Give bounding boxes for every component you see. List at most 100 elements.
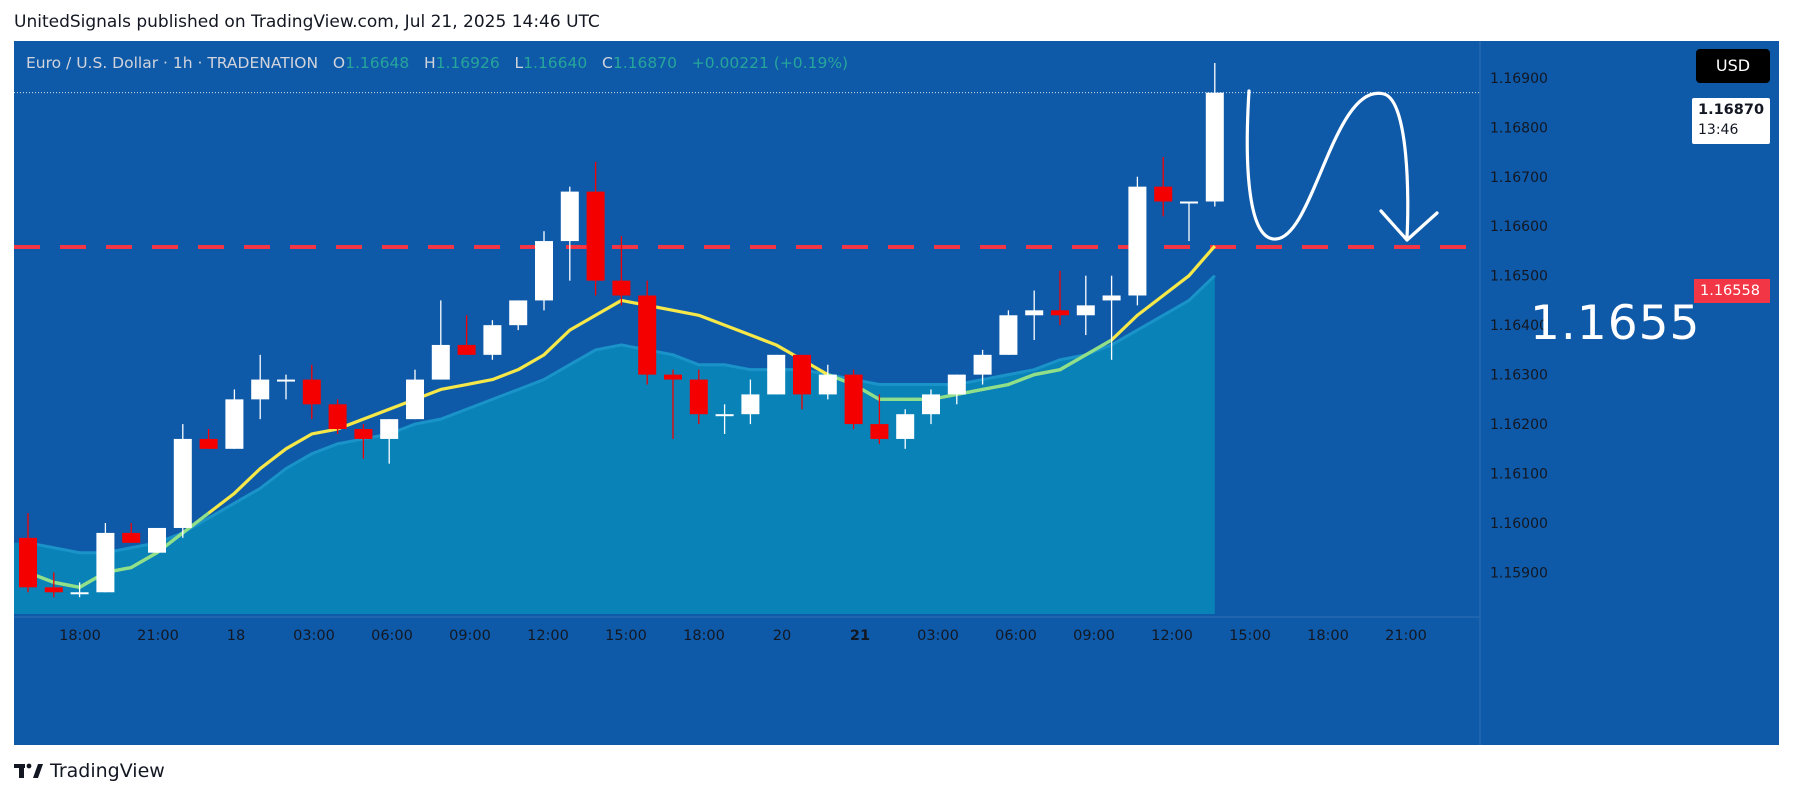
- ema-cross-segment: [181, 511, 210, 535]
- candle-body: [818, 374, 837, 395]
- candle-body: [302, 379, 321, 405]
- time-tick-label: 06:00: [995, 628, 1037, 644]
- candle-body: [689, 379, 708, 415]
- candle-body: [1180, 201, 1198, 204]
- forecast-path: [1245, 89, 1410, 241]
- legend-low-value: 1.16640: [523, 54, 588, 72]
- time-tick-label: 09:00: [1073, 628, 1115, 644]
- time-tick-label: 03:00: [917, 628, 959, 644]
- candle-body: [664, 374, 682, 380]
- candle-body: [173, 438, 192, 528]
- price-tick-label: 1.16300: [1490, 368, 1548, 384]
- candle-body: [560, 191, 579, 242]
- time-tick-label: 21: [850, 628, 870, 644]
- candle-body: [1025, 310, 1044, 316]
- candle-body: [1051, 310, 1069, 316]
- time-tick-label: 15:00: [605, 628, 647, 644]
- candle-body: [896, 414, 915, 439]
- candle-body: [457, 344, 476, 355]
- last-price-tag: 1.16870 13:46: [1692, 98, 1770, 144]
- currency-button[interactable]: USD: [1696, 49, 1770, 83]
- candle-body: [922, 394, 940, 415]
- candle-body: [19, 537, 37, 588]
- candle-body: [96, 532, 115, 593]
- ema-cross-segment: [53, 580, 80, 589]
- footer-brand[interactable]: TradingView: [14, 760, 165, 782]
- time-tick-label: 18: [227, 628, 245, 644]
- axis-layer: 1.15900 1.16000 1.16100 1.16200 1.16300 1.164…: [14, 41, 1548, 745]
- candle-body: [509, 300, 528, 326]
- price-tick-label: 1.16100: [1490, 467, 1548, 483]
- ema-cross-segment: [130, 551, 158, 569]
- time-tick-label: 21:00: [1385, 628, 1427, 644]
- candle-body: [586, 191, 605, 281]
- time-tick-label: 18:00: [59, 628, 101, 644]
- candle-body: [199, 438, 218, 449]
- level-line-layer: [14, 92, 1480, 250]
- candle-body: [870, 424, 889, 439]
- candle-body: [354, 429, 373, 439]
- tradingview-logo-icon: [14, 763, 43, 778]
- forecast-arrow-layer: [1245, 89, 1439, 242]
- time-tick-label: 12:00: [1151, 628, 1193, 644]
- price-tick-label: 1.16400: [1490, 318, 1548, 334]
- legend-open-value: 1.16648: [345, 54, 410, 72]
- chart-legend: Euro / U.S. Dollar · 1h · TRADENATION O1…: [26, 54, 848, 72]
- brand-name: TradingView: [50, 760, 165, 782]
- price-tick-label: 1.16000: [1490, 516, 1548, 532]
- candle-body: [947, 374, 966, 395]
- ema-cross-segment: [1007, 373, 1035, 387]
- legend-close-value: 1.16870: [612, 54, 677, 72]
- ema-cross-segment: [1033, 368, 1061, 377]
- price-chart[interactable]: 1.15900 1.16000 1.16100 1.16200 1.16300 1.164…: [14, 41, 1779, 745]
- candle-body: [277, 379, 295, 382]
- price-tick-label: 1.16600: [1490, 219, 1548, 235]
- legend-low-label: L: [514, 54, 524, 72]
- candle-body: [380, 419, 399, 439]
- candle-body: [431, 344, 450, 380]
- price-tick-label: 1.15900: [1490, 565, 1548, 581]
- ema-area-layer: [14, 274, 1216, 614]
- time-tick-label: 20: [773, 628, 791, 644]
- candle-body: [844, 374, 863, 425]
- candle-body: [973, 354, 992, 375]
- candles-layer: [19, 63, 1224, 598]
- candle-body: [715, 414, 734, 417]
- price-tick-label: 1.16900: [1490, 71, 1548, 87]
- time-tick-label: 09:00: [449, 628, 491, 644]
- legend-change: +0.00221 (+0.19%): [691, 54, 849, 72]
- candle-body: [122, 532, 141, 543]
- price-tick-label: 1.16500: [1490, 269, 1548, 285]
- legend-open-label: O: [332, 54, 346, 72]
- candle-body: [612, 280, 631, 296]
- candle-body: [741, 394, 760, 415]
- candle-body: [328, 404, 347, 430]
- price-tick-label: 1.16200: [1490, 417, 1548, 433]
- legend-high-value: 1.16926: [435, 54, 500, 72]
- forecast-arrowhead: [1379, 209, 1439, 242]
- last-price-value: 1.16870: [1698, 102, 1765, 118]
- ema-cross-segment: [1085, 338, 1113, 357]
- legend-high-label: H: [423, 54, 436, 72]
- candle-body: [44, 587, 63, 593]
- time-tick-label: 06:00: [371, 628, 413, 644]
- candle-body: [1076, 305, 1095, 316]
- level-price-tag: 1.16558: [1694, 279, 1770, 303]
- ema-cross-segment: [982, 382, 1009, 392]
- ema-slow-line: [27, 274, 1216, 555]
- candle-body: [148, 527, 166, 553]
- candle-body: [1154, 186, 1173, 202]
- published-line: UnitedSignals published on TradingView.c…: [14, 12, 600, 32]
- time-tick-label: 21:00: [137, 628, 179, 644]
- time-tick-label: 15:00: [1229, 628, 1271, 644]
- ema-cross-segment: [1059, 353, 1087, 372]
- legend-symbol: Euro / U.S. Dollar · 1h · TRADENATION: [26, 54, 319, 72]
- legend-close-label: C: [602, 54, 613, 72]
- price-tick-label: 1.16800: [1490, 120, 1548, 136]
- candle-body: [1205, 92, 1224, 202]
- candle-body: [406, 379, 424, 420]
- candle-body: [1102, 295, 1121, 301]
- ema-slow-area: [14, 275, 1215, 614]
- time-tick-label: 18:00: [1307, 628, 1349, 644]
- candle-body: [793, 354, 811, 395]
